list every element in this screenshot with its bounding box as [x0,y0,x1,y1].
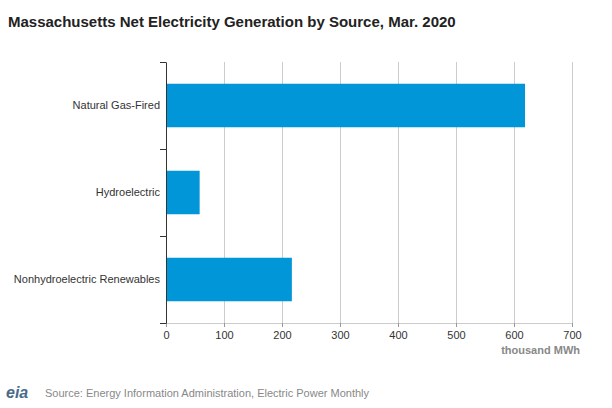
x-axis-line [167,324,573,328]
x-tick-mark [398,323,399,327]
y-tick: Hydroelectric [96,186,166,198]
x-tick-mark [514,323,515,327]
x-tick-label: 600 [505,329,523,341]
x-tick-label: 0 [163,329,169,341]
title: Massachusetts Net Electricity Generation… [8,13,456,30]
bars [166,84,525,302]
x-tick: 0 [163,323,169,341]
x-tick-mark [282,323,283,327]
y-axis: Natural Gas-Fired Hydroelectric Nonhydroel… [14,63,167,324]
x-tick-label: 700 [563,329,581,341]
x-tick-mark [456,323,457,327]
grid-line [572,62,573,323]
x-tick: 300 [331,323,349,341]
x-tick: 100 [215,323,233,341]
x-tick-label: 300 [331,329,349,341]
x-tick: 400 [389,323,407,341]
x-tick-mark [572,323,573,327]
y-tick: Nonhydroelectric Renewables [14,273,166,285]
x-tick-label: 500 [447,329,465,341]
x-tick-label: 400 [389,329,407,341]
y-boundary-ticks [160,63,166,324]
x-tick-mark [340,323,341,327]
source: Source: Energy Information Administratio… [45,387,370,399]
grid-line [166,62,167,323]
x-tick-mark [224,323,225,327]
y-tick-label: Nonhydroelectric Renewables [14,273,161,285]
x-tick: 600 [505,323,523,341]
y-boundary-tick [160,149,166,150]
y-axis-line [166,63,167,324]
x-axis-title: thousand MWh [501,344,580,356]
logo: eia [6,384,28,401]
x-tick: 500 [447,323,465,341]
bar [166,258,292,302]
y-boundary-tick [160,236,166,237]
x-tick: 200 [273,323,291,341]
bar [166,171,200,215]
y-boundary-tick [160,62,166,63]
x-tick-mark [166,323,167,327]
x-tick-label: 200 [273,329,291,341]
x-axis: 0 100 200 300 400 500 600 700 [163,323,581,341]
x-tick-label: 100 [215,329,233,341]
y-tick: Natural Gas-Fired [73,99,166,111]
y-tick-label: Hydroelectric [96,186,161,198]
x-tick: 700 [563,323,581,341]
bar [166,84,525,128]
y-boundary-tick [160,323,166,324]
y-tick-label: Natural Gas-Fired [73,99,160,111]
grid [166,62,572,323]
chart: Massachusetts Net Electricity Generation… [0,0,612,408]
